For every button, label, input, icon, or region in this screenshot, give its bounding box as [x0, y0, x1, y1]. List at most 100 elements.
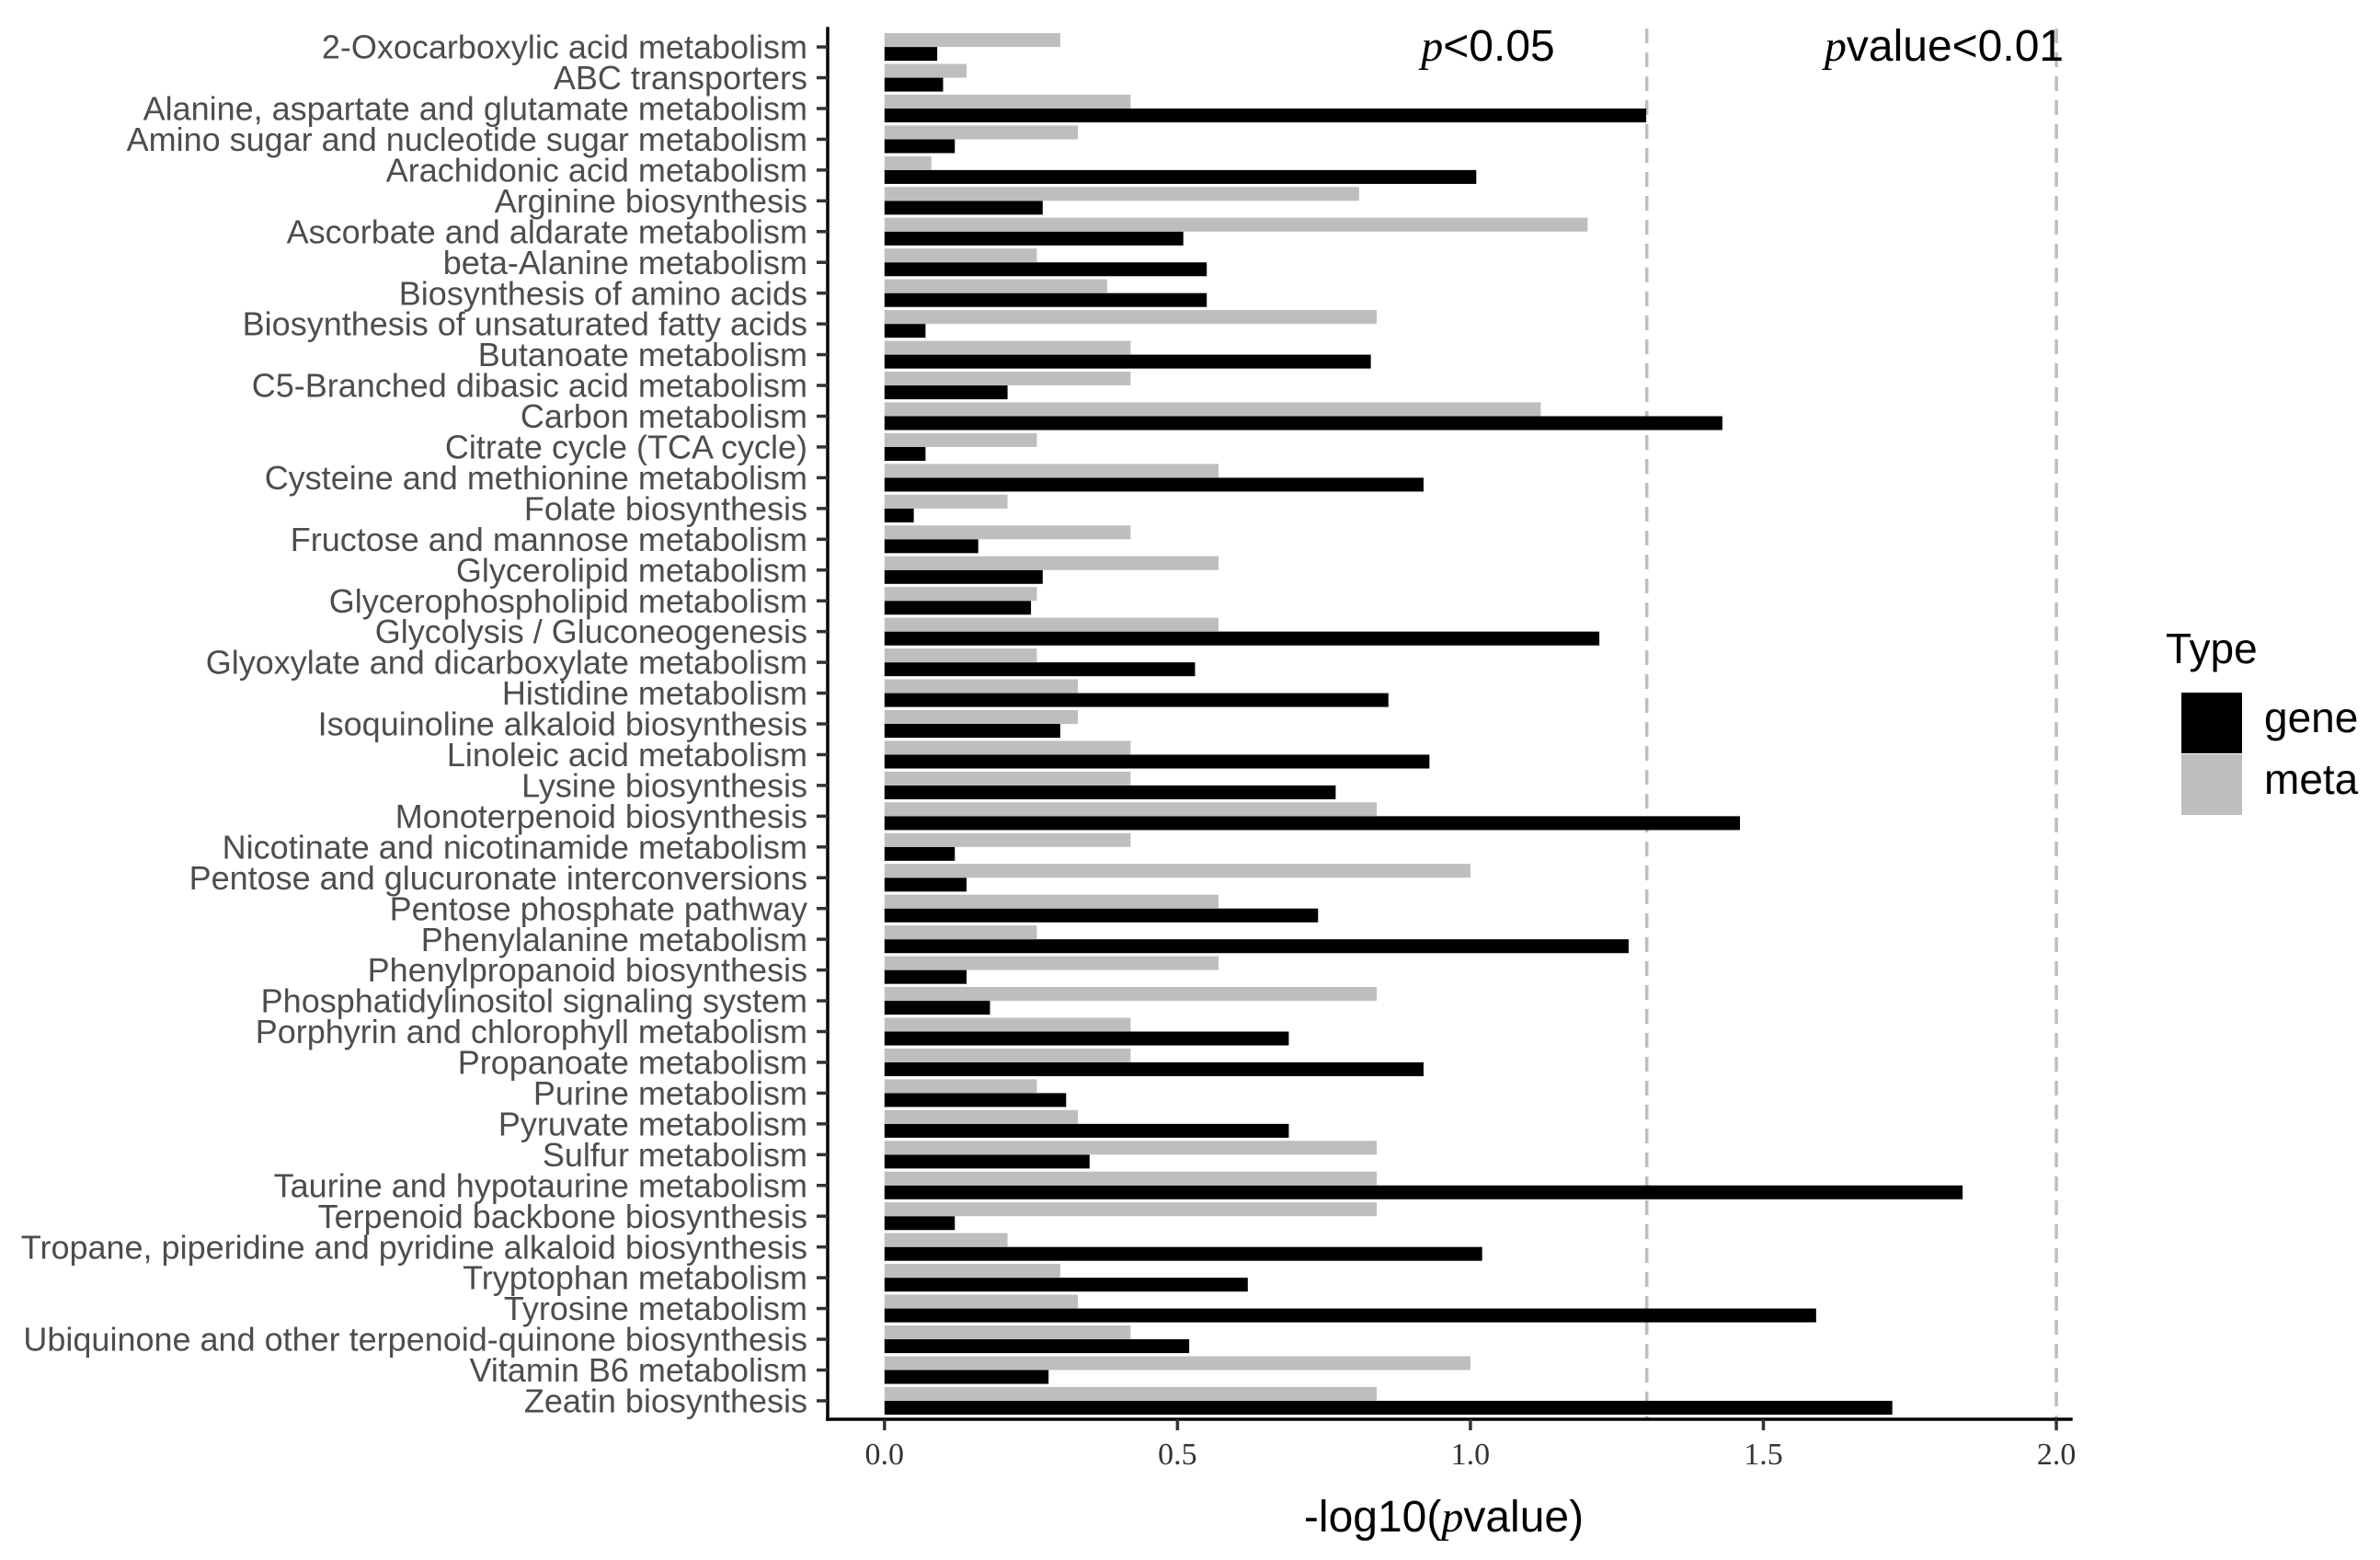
annotation-p001: pvalue<0.01: [1822, 22, 2064, 71]
bar-gene: [884, 631, 1600, 646]
bar-gene: [884, 446, 926, 461]
bar-gene: [884, 262, 1207, 277]
bar-gene: [884, 1278, 1248, 1292]
y-tick-label: Porphyrin and chlorophyll metabolism: [256, 1013, 807, 1050]
bar-gene: [884, 939, 1629, 954]
bar-gene: [884, 231, 1184, 246]
y-tick-label: Biosynthesis of amino acids: [399, 274, 807, 312]
bar-gene: [884, 1216, 955, 1231]
annotation-p005: p<0.05: [1418, 22, 1554, 71]
bar-gene: [884, 1246, 1482, 1261]
bar-gene: [884, 1339, 1190, 1354]
bars: [884, 33, 1963, 1415]
bar-gene: [884, 601, 1032, 615]
y-tick-label: Fructose and mannose metabolism: [291, 521, 807, 558]
bar-meta: [884, 94, 1131, 109]
y-tick-label: Pentose phosphate pathway: [390, 889, 807, 927]
bar-meta: [884, 556, 1219, 570]
legend-key-gene: [2181, 693, 2242, 753]
bar-gene: [884, 201, 1043, 215]
x-tick-label: 2.0: [2037, 1438, 2077, 1472]
bar-meta: [884, 1048, 1131, 1062]
bar-gene: [884, 539, 978, 554]
y-tick-label: Amino sugar and nucleotide sugar metabol…: [127, 120, 807, 158]
bar-meta: [884, 1386, 1377, 1401]
y-tick-label: ABC transporters: [554, 59, 807, 97]
y-tick-label: Carbon metabolism: [521, 397, 807, 435]
bar-meta: [884, 925, 1037, 940]
bar-meta: [884, 1141, 1377, 1155]
bar-meta: [884, 1171, 1377, 1186]
y-tick-label: Biosynthesis of unsaturated fatty acids: [243, 305, 807, 343]
annotation-p005-text: <0.05: [1443, 22, 1554, 71]
bar-meta: [884, 771, 1131, 786]
y-tick-label: Zeatin biosynthesis: [524, 1382, 807, 1420]
bar-meta: [884, 987, 1377, 1002]
x-tick-label: 0.0: [865, 1438, 905, 1472]
y-tick-label: Glycerolipid metabolism: [456, 551, 807, 589]
bar-meta: [884, 587, 1037, 602]
bar-meta: [884, 125, 1079, 140]
reference-lines: [1644, 29, 2058, 1419]
bar-gene: [884, 569, 1043, 584]
bar-gene: [884, 816, 1741, 831]
bar-meta: [884, 464, 1219, 478]
y-tick-label: Tropane, piperidine and pyridine alkaloi…: [21, 1228, 807, 1266]
x-axis-title-italic-p: p: [1438, 1493, 1463, 1542]
legend-key-meta: [2181, 754, 2242, 815]
y-tick-label: Cysteine and methionine metabolism: [265, 459, 807, 497]
bar-gene: [884, 846, 955, 861]
legend-label-gene: gene: [2264, 694, 2358, 741]
bar-gene: [884, 139, 955, 154]
y-tick-label: Pyruvate metabolism: [498, 1105, 807, 1142]
bar-gene: [884, 169, 1477, 184]
bar-gene: [884, 1400, 1893, 1415]
bar-gene: [884, 324, 926, 338]
bar-meta: [884, 648, 1037, 663]
y-tick-label: Purine metabolism: [533, 1074, 807, 1112]
bar-meta: [884, 1233, 1008, 1247]
y-tick-label: Sulfur metabolism: [543, 1136, 807, 1174]
y-tick-label: Citrate cycle (TCA cycle): [445, 429, 807, 466]
bar-gene: [884, 1308, 1816, 1323]
bar-gene: [884, 477, 1424, 492]
bar-gene: [884, 1370, 1049, 1384]
bar-gene: [884, 508, 914, 522]
y-tick-label: Linoleic acid metabolism: [447, 736, 807, 774]
y-tick-label: Ubiquinone and other terpenoid-quinone b…: [23, 1321, 807, 1359]
bar-gene: [884, 1185, 1963, 1199]
bar-meta: [884, 1294, 1079, 1309]
x-axis-title-prefix: -log10(: [1304, 1493, 1441, 1542]
y-tick-label: Phenylalanine metabolism: [421, 921, 807, 958]
y-tick-label: beta-Alanine metabolism: [443, 244, 807, 281]
y-tick-label: Pentose and glucuronate interconversions: [189, 859, 807, 897]
y-tick-label: Propanoate metabolism: [458, 1044, 807, 1082]
annotation-p001-italic-p: p: [1822, 22, 1847, 71]
bar-gene: [884, 416, 1722, 430]
bar-meta: [884, 1264, 1060, 1279]
bar-gene: [884, 1123, 1289, 1138]
bar-meta: [884, 864, 1470, 878]
y-tick-label: Monoterpenoid biosynthesis: [395, 797, 807, 835]
bar-gene: [884, 385, 1008, 400]
bar-gene: [884, 785, 1336, 799]
bar-gene: [884, 1061, 1424, 1077]
bar-meta: [884, 1325, 1131, 1340]
bar-meta: [884, 279, 1107, 293]
y-tick-label: 2-Oxocarboxylic acid metabolism: [322, 29, 807, 66]
annotation-p005-italic-p: p: [1418, 22, 1443, 71]
y-tick-label: Taurine and hypotaurine metabolism: [274, 1166, 807, 1204]
x-tick-label: 0.5: [1158, 1438, 1197, 1472]
x-axis-title: -log10(pvalue): [1304, 1493, 1584, 1542]
y-tick-label: Vitamin B6 metabolism: [470, 1351, 808, 1389]
y-tick-label: Arachidonic acid metabolism: [386, 151, 807, 189]
y-tick-label: Terpenoid backbone biosynthesis: [318, 1198, 807, 1235]
bar-gene: [884, 47, 938, 62]
bar-meta: [884, 617, 1219, 632]
bar-gene: [884, 354, 1371, 369]
bar-gene: [884, 1031, 1289, 1046]
y-tick-label: C5-Branched dibasic acid metabolism: [252, 367, 807, 405]
y-tick-label: Glycerophospholipid metabolism: [329, 582, 807, 620]
